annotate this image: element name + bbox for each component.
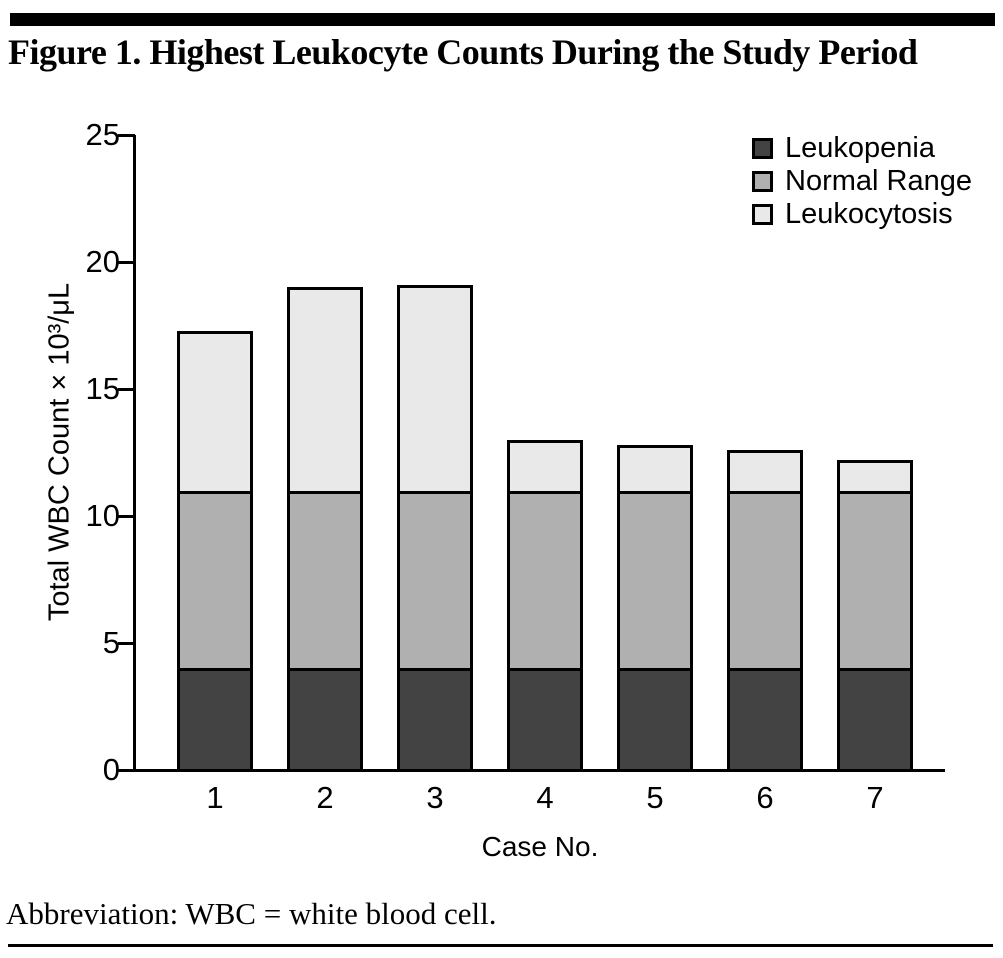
x-axis-tick-label-2: 2 — [316, 780, 334, 815]
legend-item-leukocytosis: Leukocytosis — [752, 198, 972, 231]
figure-title: Figure 1. Highest Leukocyte Counts Durin… — [8, 32, 918, 72]
bar-case-5-segment-leukopenia — [617, 668, 693, 770]
bar-case-1-segment-normal-range — [177, 490, 253, 669]
legend-swatch-icon — [752, 204, 773, 225]
y-axis-tick-label: 10 — [85, 498, 120, 533]
legend-label: Normal Range — [785, 165, 972, 197]
bar-case-1-segment-leukopenia — [177, 668, 253, 770]
chart-legend: Leukopenia Normal Range Leukocytosis — [752, 132, 972, 231]
x-axis-tick-label-5: 5 — [646, 780, 664, 815]
bar-case-3-segment-leukocytosis — [397, 284, 473, 491]
y-axis-tick-label: 0 — [102, 752, 120, 787]
y-axis-tick — [118, 515, 135, 518]
bar-case-3-segment-normal-range — [397, 490, 473, 669]
legend-label: Leukocytosis — [785, 198, 953, 230]
bar-case-4-segment-leukopenia — [507, 668, 583, 770]
x-axis-tick-label-7: 7 — [866, 780, 884, 815]
bar-case-1-segment-leukocytosis — [177, 330, 253, 491]
y-axis-tick-label: 20 — [85, 244, 120, 279]
bar-case-6-segment-leukocytosis — [727, 449, 803, 491]
x-axis-tick-label-4: 4 — [536, 780, 554, 815]
x-axis-title: Case No. — [481, 831, 599, 862]
y-axis-tick-label: 25 — [85, 117, 120, 152]
bar-case-6-segment-normal-range — [727, 490, 803, 669]
bottom-divider-rule — [8, 944, 993, 947]
bar-case-5-segment-normal-range — [617, 490, 693, 669]
legend-item-normal-range: Normal Range — [752, 165, 972, 198]
bar-case-7-segment-leukocytosis — [837, 460, 913, 491]
bar-case-3-segment-leukopenia — [397, 668, 473, 770]
legend-item-leukopenia: Leukopenia — [752, 132, 972, 165]
x-axis-tick-label-1: 1 — [206, 780, 224, 815]
x-axis-line — [133, 769, 945, 772]
bar-case-5-segment-leukocytosis — [617, 444, 693, 491]
legend-swatch-icon — [752, 138, 773, 159]
bar-case-4-segment-normal-range — [507, 490, 583, 669]
y-axis-title: Total WBC Count × 10³/μL — [43, 282, 76, 622]
bar-case-7-segment-leukopenia — [837, 668, 913, 770]
bar-case-2-segment-leukocytosis — [287, 287, 363, 491]
y-axis-tick-label: 15 — [85, 371, 120, 406]
bar-case-7-segment-normal-range — [837, 490, 913, 669]
bar-case-2-segment-normal-range — [287, 490, 363, 669]
y-axis-tick — [118, 388, 135, 391]
y-axis-tick — [118, 134, 135, 137]
y-axis-tick — [118, 261, 135, 264]
y-axis-tick — [118, 642, 135, 645]
y-axis-tick — [118, 769, 135, 772]
bar-case-6-segment-leukopenia — [727, 668, 803, 770]
legend-label: Leukopenia — [785, 132, 935, 164]
legend-swatch-icon — [752, 171, 773, 192]
y-axis-line — [133, 135, 136, 772]
x-axis-tick-label-6: 6 — [756, 780, 774, 815]
y-axis-tick-label: 5 — [102, 625, 120, 660]
bar-case-4-segment-leukocytosis — [507, 439, 583, 491]
top-divider-rule — [10, 13, 995, 26]
abbreviation-footnote: Abbreviation: WBC = white blood cell. — [6, 896, 497, 931]
bar-case-2-segment-leukopenia — [287, 668, 363, 770]
x-axis-tick-label-3: 3 — [426, 780, 444, 815]
